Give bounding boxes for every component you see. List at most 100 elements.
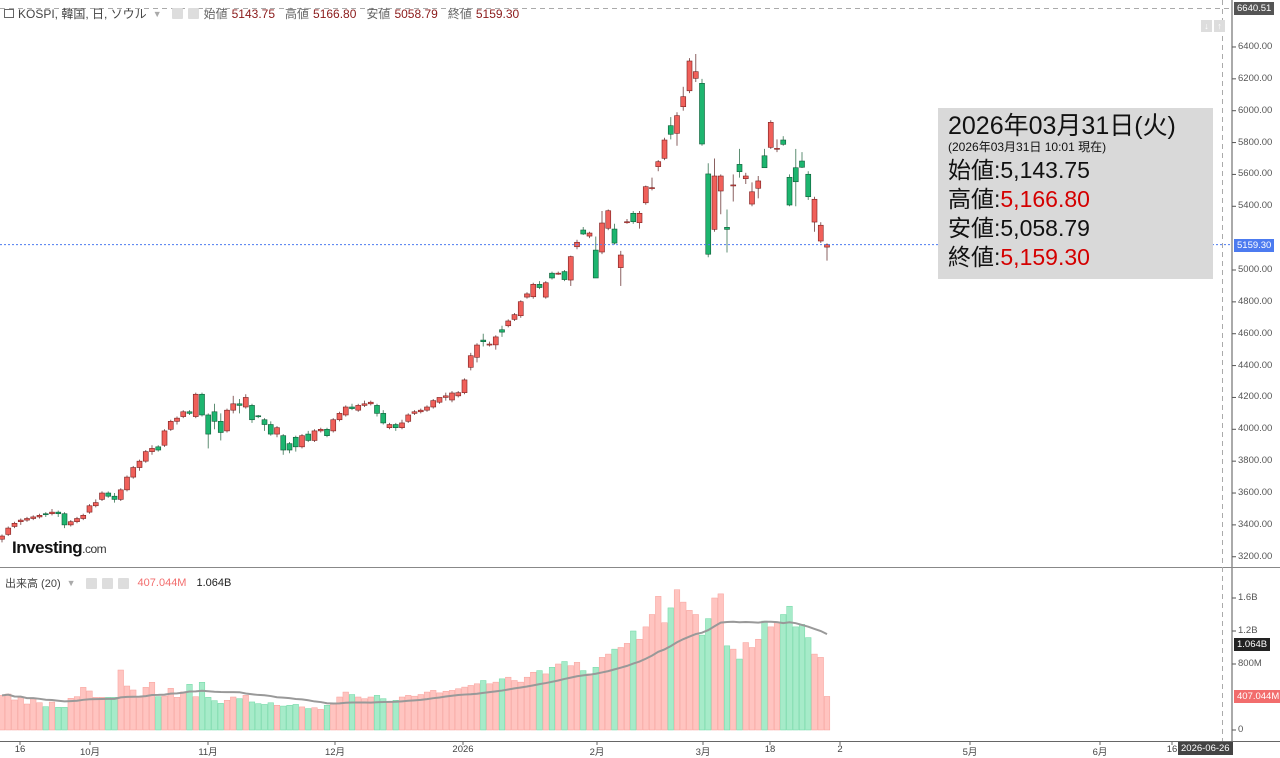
candle[interactable] <box>311 429 318 443</box>
candle[interactable] <box>761 148 768 169</box>
candle[interactable] <box>211 403 218 430</box>
candle[interactable] <box>780 136 787 146</box>
candle[interactable] <box>411 410 418 415</box>
candle[interactable] <box>436 397 443 404</box>
candle[interactable] <box>342 405 349 417</box>
gear-icon[interactable] <box>187 8 199 19</box>
candle[interactable] <box>367 400 374 406</box>
scroll-down-icon[interactable]: ↓ <box>1201 20 1212 32</box>
gear-icon[interactable] <box>101 577 113 589</box>
candle[interactable] <box>530 282 537 299</box>
candle[interactable] <box>317 427 324 433</box>
candle[interactable] <box>5 526 12 537</box>
candle[interactable] <box>99 491 105 501</box>
candle[interactable] <box>174 416 180 425</box>
candle[interactable] <box>561 270 568 282</box>
chevron-down-icon[interactable]: ▼ <box>152 8 162 19</box>
candle[interactable] <box>786 174 793 207</box>
candle[interactable] <box>67 520 74 527</box>
candle[interactable] <box>499 325 505 337</box>
candle[interactable] <box>705 163 712 258</box>
candle[interactable] <box>792 148 799 207</box>
candle[interactable] <box>386 422 393 430</box>
candle[interactable] <box>136 459 143 471</box>
candle[interactable] <box>105 491 112 498</box>
candle[interactable] <box>455 391 462 398</box>
candle[interactable] <box>92 499 99 508</box>
candle[interactable] <box>580 226 587 235</box>
candle[interactable] <box>611 223 618 245</box>
candle[interactable] <box>161 429 168 447</box>
candle[interactable] <box>599 211 605 255</box>
candle[interactable] <box>217 413 224 441</box>
candle[interactable] <box>117 488 124 501</box>
chevron-down-icon[interactable]: ▼ <box>66 578 76 588</box>
candle[interactable] <box>299 434 305 449</box>
volume-indicator-label[interactable]: 出来高 (20) <box>5 578 61 590</box>
candle[interactable] <box>549 271 555 280</box>
candle[interactable] <box>636 211 643 229</box>
candle[interactable] <box>330 418 337 433</box>
symbol-label[interactable]: KOSPI, 韓国, 日, ソウル <box>18 7 147 21</box>
candle[interactable] <box>167 419 174 431</box>
candle[interactable] <box>517 300 524 318</box>
candle[interactable] <box>130 465 137 479</box>
candle[interactable] <box>824 243 830 261</box>
candle[interactable] <box>30 515 37 521</box>
candle[interactable] <box>305 430 312 443</box>
candle[interactable] <box>111 493 118 503</box>
candle[interactable] <box>74 516 80 524</box>
candle[interactable] <box>536 281 543 290</box>
candle[interactable] <box>730 174 737 202</box>
candle[interactable] <box>649 177 655 191</box>
candle[interactable] <box>511 313 518 321</box>
candle[interactable] <box>361 400 368 407</box>
candle[interactable] <box>686 58 693 94</box>
candle[interactable] <box>399 419 405 430</box>
candle[interactable] <box>799 152 805 169</box>
candle[interactable] <box>192 392 199 419</box>
candle[interactable] <box>267 421 274 436</box>
candle[interactable] <box>724 209 730 253</box>
candle[interactable] <box>292 435 299 452</box>
candle[interactable] <box>336 411 343 422</box>
candle[interactable] <box>286 442 293 454</box>
candle[interactable] <box>617 250 624 286</box>
collapse-icon[interactable] <box>4 9 14 18</box>
candle[interactable] <box>124 475 130 492</box>
candle[interactable] <box>592 236 599 279</box>
candle[interactable] <box>155 445 162 452</box>
candle[interactable] <box>80 513 87 521</box>
candle[interactable] <box>274 426 280 438</box>
candle[interactable] <box>11 521 18 529</box>
candle[interactable] <box>242 394 249 409</box>
candle[interactable] <box>61 512 68 529</box>
candle[interactable] <box>86 504 93 514</box>
candle[interactable] <box>199 392 205 417</box>
candle[interactable] <box>392 422 399 431</box>
candle[interactable] <box>555 271 562 275</box>
candle[interactable] <box>280 434 287 455</box>
candle[interactable] <box>186 410 193 415</box>
close-icon[interactable] <box>117 577 129 589</box>
candle[interactable] <box>324 427 330 438</box>
candle[interactable] <box>424 405 430 412</box>
candle[interactable] <box>55 510 62 517</box>
candle[interactable] <box>180 410 187 419</box>
candle[interactable] <box>717 174 724 215</box>
candle[interactable] <box>374 403 380 417</box>
candle[interactable] <box>17 518 24 525</box>
candle[interactable] <box>755 176 762 199</box>
candle[interactable] <box>492 335 499 350</box>
candle[interactable] <box>380 410 387 425</box>
candle[interactable] <box>405 413 412 423</box>
candle[interactable] <box>711 158 718 232</box>
candle[interactable] <box>461 378 468 395</box>
candle[interactable] <box>149 445 155 455</box>
candle[interactable] <box>249 403 255 423</box>
candle[interactable] <box>542 281 549 299</box>
candle[interactable] <box>474 343 480 363</box>
candle[interactable] <box>417 408 424 414</box>
candle[interactable] <box>699 78 705 146</box>
